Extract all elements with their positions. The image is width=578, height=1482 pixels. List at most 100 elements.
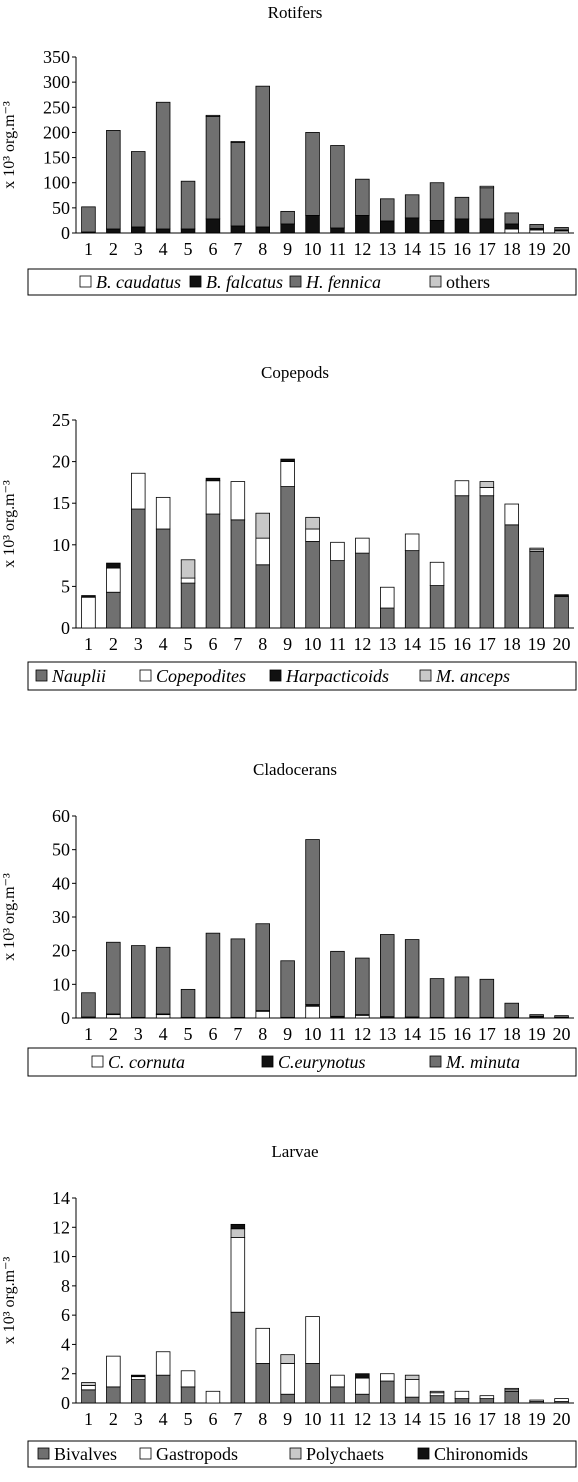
copepods-ytick-label: 15 [52, 493, 70, 513]
copepods-bar-nauplii-15 [429, 585, 445, 629]
rotifers-bar-h-fennica-17 [479, 187, 495, 220]
rotifers-ytick-label: 250 [43, 97, 70, 117]
copepods-xtick-label: 20 [553, 634, 571, 654]
rotifers-bar-h-fennica-18 [504, 212, 519, 225]
cladocerans-bar-m-minuta-19 [529, 1014, 544, 1017]
larvae-bar-chironomids-12 [355, 1373, 370, 1379]
rotifers-bar-h-fennica-13 [380, 198, 395, 222]
larvae-bar-bivalves-11 [330, 1386, 345, 1404]
copepods-bar-nauplii-9 [280, 486, 295, 629]
copepods-xtick-label: 3 [134, 634, 143, 654]
copepods-legend-swatch [419, 669, 432, 682]
rotifers-xtick-label: 3 [134, 239, 143, 259]
larvae-bar-bivalves-7 [230, 1311, 246, 1404]
cladocerans-xtick-label: 18 [503, 1024, 521, 1044]
larvae-bar-gastropods-9 [280, 1363, 295, 1395]
larvae-xtick-label: 10 [304, 1409, 322, 1429]
larvae-bar-bivalves-16 [454, 1398, 470, 1404]
copepods-xtick-label: 7 [233, 634, 242, 654]
rotifers-xtick-label: 13 [378, 239, 396, 259]
rotifers-bar-b-falcatus-12 [355, 214, 370, 234]
rotifers-xtick-label: 9 [283, 239, 292, 259]
cladocerans-ytick-label: 30 [52, 907, 70, 927]
copepods-bar-copepodites-17 [479, 486, 495, 497]
copepods-bar-copepodites-2 [106, 567, 121, 593]
rotifers-ytick-label: 50 [52, 198, 70, 218]
rotifers-legend-swatch [429, 275, 442, 288]
larvae-xtick-label: 9 [283, 1409, 292, 1429]
copepods-bar-nauplii-6 [205, 513, 221, 629]
copepods-legend-frame [27, 661, 577, 691]
cladocerans-legend-swatch [91, 1055, 104, 1068]
copepods-bar-copepodites-12 [355, 537, 370, 554]
cladocerans-legend-swatch [429, 1055, 442, 1068]
copepods-xtick-label: 1 [84, 634, 93, 654]
larvae-bar-bivalves-17 [479, 1398, 495, 1404]
cladocerans-xtick-label: 8 [258, 1024, 267, 1044]
larvae-bar-polychaets-18 [504, 1387, 519, 1391]
larvae-xtick-label: 17 [478, 1409, 496, 1429]
larvae-bar-bivalves-10 [305, 1363, 320, 1404]
rotifers-xtick-label: 2 [109, 239, 118, 259]
larvae-ylabel: x 10³ org.m⁻³ [1, 1257, 18, 1345]
cladocerans-xtick-label: 17 [478, 1024, 496, 1044]
copepods-bar-copepodites-3 [131, 472, 146, 510]
rotifers-bar-h-fennica-10 [305, 132, 320, 216]
larvae-bar-bivalves-4 [155, 1374, 171, 1404]
larvae-bar-gastropods-6 [205, 1390, 221, 1404]
copepods-bar-nauplii-4 [155, 528, 171, 629]
copepods-legend: Nauplii Copepodites Harpacticoids M. anceps [27, 661, 577, 691]
larvae-xtick-label: 6 [208, 1409, 217, 1429]
larvae-bar-chironomids-3 [131, 1374, 146, 1378]
cladocerans-ytick-label: 0 [61, 1008, 70, 1028]
larvae-bar-polychaets-1 [81, 1382, 96, 1386]
larvae-bar-polychaets-14 [404, 1374, 420, 1380]
rotifers-bar-others-7 [230, 141, 246, 143]
copepods-bar-nauplii-17 [479, 495, 495, 629]
copepods-bar-harpacticoids-20 [554, 594, 569, 597]
rotifers-xtick-label: 8 [258, 239, 267, 259]
rotifers-chart: Rotifers 0 50 100 150 200 250 300 350 x 10³ org.m… [1, 3, 577, 296]
copepods-legend-label: Nauplii [51, 666, 106, 686]
rotifers-xtick-label: 20 [553, 239, 571, 259]
larvae-xtick-label: 8 [258, 1409, 267, 1429]
rotifers-bar-h-fennica-16 [454, 196, 470, 220]
larvae-bar-bivalves-2 [106, 1386, 121, 1404]
copepods-bar-nauplii-3 [131, 508, 146, 629]
larvae-xtick-label: 1 [84, 1409, 93, 1429]
copepods-bar-nauplii-18 [504, 524, 519, 629]
copepods-xtick-label: 11 [329, 634, 346, 654]
larvae-legend-swatch [417, 1447, 430, 1460]
cladocerans-bar-m-minuta-18 [504, 1002, 519, 1018]
rotifers-bar-h-fennica-3 [131, 151, 146, 228]
copepods-bar-copepodites-14 [404, 533, 420, 552]
cladocerans-bar-m-minuta-15 [429, 978, 445, 1018]
rotifers-bar-b-falcatus-3 [131, 226, 146, 234]
larvae-ytick-label: 6 [61, 1305, 70, 1325]
larvae-ytick-label: 8 [61, 1276, 70, 1296]
rotifers-title: Rotifers [268, 3, 323, 22]
larvae-bar-gastropods-14 [404, 1379, 420, 1398]
larvae-xtick-label: 13 [378, 1409, 396, 1429]
larvae-ytick-label: 4 [61, 1334, 70, 1354]
copepods-bar-copepodites-8 [255, 537, 270, 566]
copepods-ytick-label: 20 [52, 452, 70, 472]
cladocerans-bar-m-minuta-20 [554, 1015, 569, 1018]
copepods-bar-nauplii-11 [330, 560, 345, 629]
rotifers-bar-b-falcatus-14 [404, 217, 420, 234]
cladocerans-bar-m-minuta-5 [180, 988, 196, 1018]
cladocerans-xtick-label: 5 [184, 1024, 193, 1044]
cladocerans-title: Cladocerans [253, 760, 337, 779]
copepods-bar-copepodites-7 [230, 481, 246, 521]
rotifers-bar-h-fennica-19 [529, 224, 544, 229]
copepods-bar-copepodites-1 [81, 596, 96, 629]
cladocerans-legend-swatch [261, 1055, 274, 1068]
larvae-bar-bivalves-3 [131, 1379, 146, 1404]
rotifers-bar-h-fennica-14 [404, 194, 420, 219]
cladocerans-xtick-label: 16 [453, 1024, 471, 1044]
copepods-xtick-label: 5 [184, 634, 193, 654]
larvae-xtick-label: 14 [403, 1409, 421, 1429]
rotifers-bar-h-fennica-8 [255, 85, 270, 228]
larvae-title: Larvae [271, 1142, 318, 1161]
